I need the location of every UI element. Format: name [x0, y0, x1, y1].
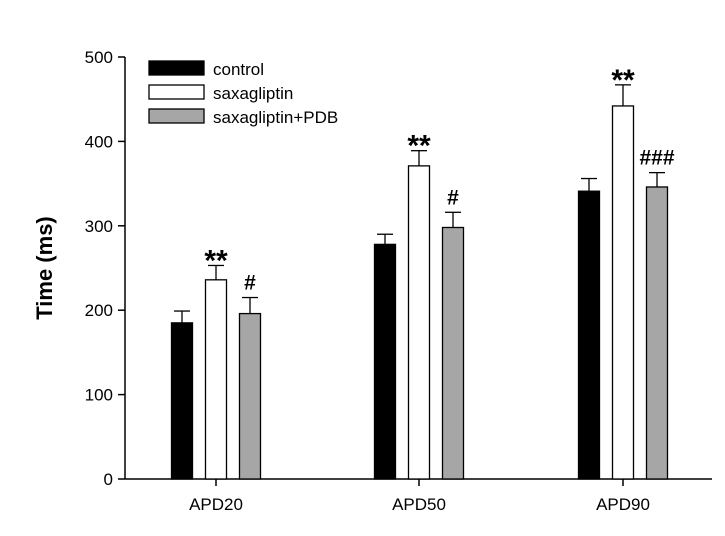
- bar-group-saxagliptin-pdb-apd90: ###: [639, 147, 675, 480]
- bar-saxagliptin-apd20: [204, 279, 228, 480]
- x-tick-label-apd20: APD20: [189, 495, 243, 514]
- legend-swatch-control: [148, 60, 205, 76]
- bar-control-apd90: [577, 190, 601, 480]
- bar-saxagliptin-pdb-apd20: [238, 312, 262, 480]
- significance-hash: #: [447, 186, 459, 209]
- significance-hash: ###: [639, 147, 674, 170]
- bar-group-saxagliptin-apd50: **: [407, 130, 431, 480]
- legend-swatch-saxagliptin: [148, 84, 205, 100]
- x-tick-label-apd90: APD90: [596, 495, 650, 514]
- bar-group-control-apd50: [373, 233, 397, 480]
- axes: 0 100 200 300 400 500 APD20 APD50 APD90: [85, 48, 712, 514]
- bar-saxagliptin-pdb-apd90: [645, 186, 669, 480]
- y-tick-label: 500: [85, 48, 113, 67]
- x-axis-ticks: APD20 APD50 APD90: [189, 479, 650, 514]
- bar-group-saxagliptin-apd20: **: [204, 244, 228, 480]
- y-tick-label: 300: [85, 217, 113, 236]
- bar-group-saxagliptin-pdb-apd50: #: [441, 186, 465, 480]
- bar-saxagliptin-apd90: [611, 105, 635, 480]
- y-axis-ticks: 0 100 200 300 400 500: [85, 48, 125, 489]
- bar-saxagliptin-apd50: [407, 165, 431, 480]
- significance-stars: **: [407, 130, 431, 163]
- y-tick-label: 0: [104, 470, 113, 489]
- significance-hash: #: [244, 272, 256, 295]
- legend-label-saxagliptin: saxagliptin: [213, 84, 293, 103]
- bars: ** # ** # ** ###: [170, 64, 675, 480]
- y-tick-label: 200: [85, 301, 113, 320]
- bar-group-saxagliptin-pdb-apd20: #: [238, 272, 262, 480]
- bar-control-apd20: [170, 322, 194, 480]
- x-tick-label-apd50: APD50: [392, 495, 446, 514]
- y-tick-label: 400: [85, 132, 113, 151]
- y-axis-label: Time (ms): [32, 216, 57, 320]
- bar-group-control-apd20: [170, 310, 194, 480]
- legend-label-saxagliptin-pdb: saxagliptin+PDB: [213, 108, 338, 127]
- significance-stars: **: [204, 244, 228, 277]
- legend-swatch-saxagliptin-pdb: [148, 108, 205, 124]
- legend: control saxagliptin saxagliptin+PDB: [148, 60, 338, 127]
- bar-control-apd50: [373, 243, 397, 480]
- y-tick-label: 100: [85, 386, 113, 405]
- bar-saxagliptin-pdb-apd50: [441, 226, 465, 480]
- bar-group-control-apd90: [577, 177, 601, 480]
- significance-stars: **: [611, 64, 635, 97]
- bar-group-saxagliptin-apd90: **: [611, 64, 635, 480]
- legend-label-control: control: [213, 60, 264, 79]
